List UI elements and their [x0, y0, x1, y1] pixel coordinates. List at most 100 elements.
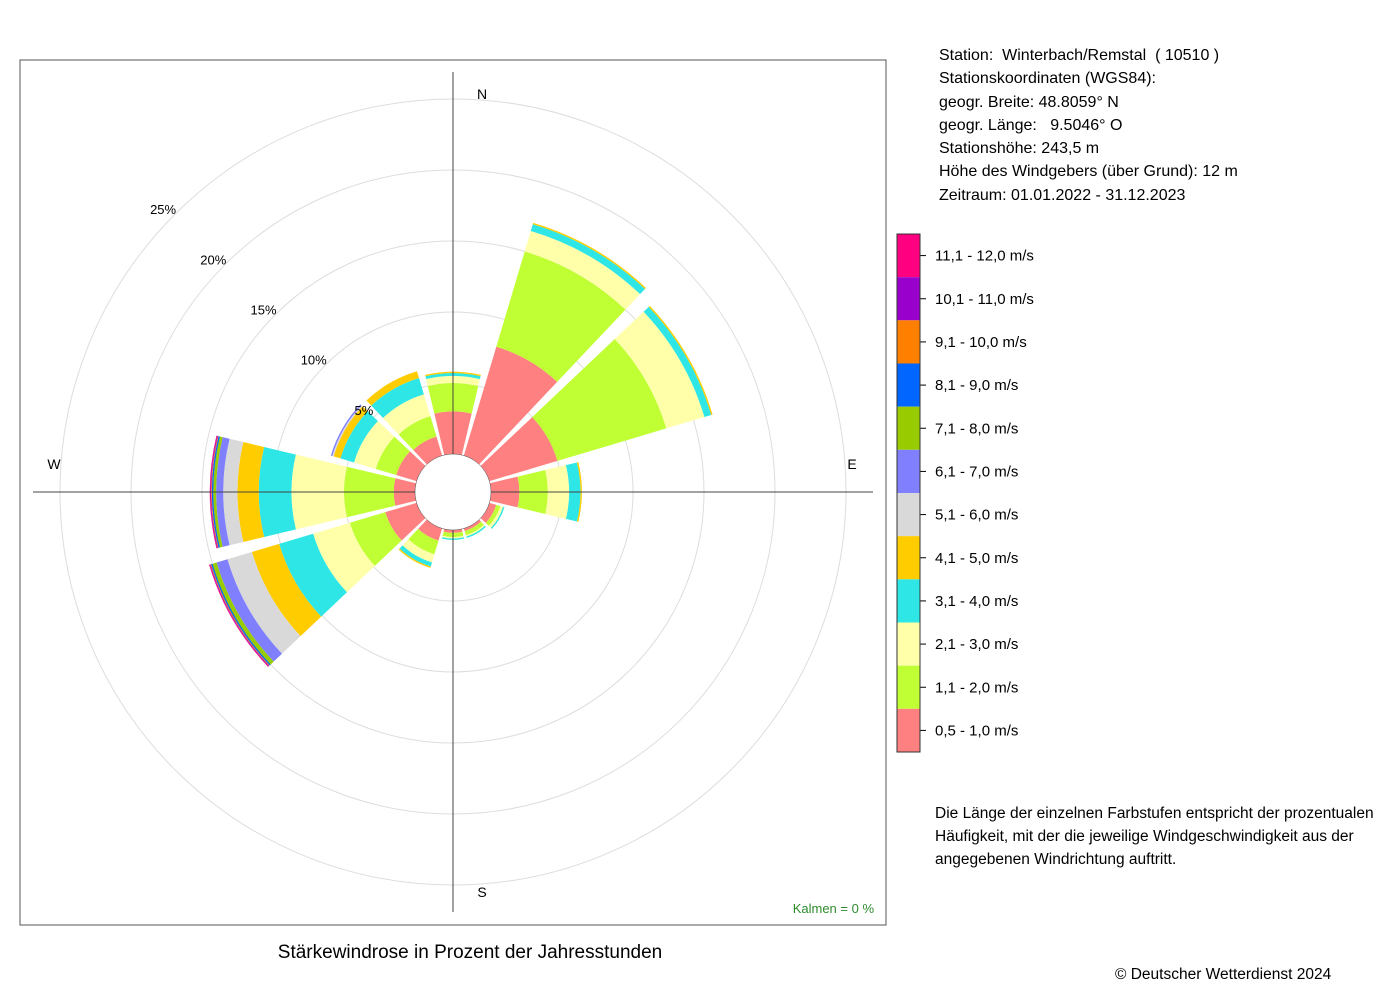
legend-swatch	[897, 622, 920, 666]
center-hole	[414, 453, 492, 531]
legend-label: 4,1 - 5,0 m/s	[935, 550, 1018, 567]
legend-swatch	[897, 320, 920, 364]
legend-swatch	[897, 234, 920, 278]
sector-segment	[402, 539, 435, 563]
sector-segment	[488, 506, 504, 528]
sector-segment	[643, 306, 712, 418]
legend-swatch	[897, 363, 920, 407]
sector-segment	[212, 562, 274, 665]
legend-swatch	[897, 665, 920, 709]
legend-swatch	[897, 493, 920, 537]
sector-segment	[209, 435, 218, 549]
sector-segment	[227, 551, 301, 654]
sector-segment	[340, 411, 378, 463]
ring-label: 10%	[301, 353, 327, 368]
legend-swatch	[897, 449, 920, 493]
station-name: Station: Winterbach/Remstal ( 10510 )	[939, 47, 1220, 64]
legend-label: 0,5 - 1,0 m/s	[935, 722, 1018, 739]
sector-segment	[480, 417, 558, 482]
sector-segment	[464, 521, 484, 536]
explanation-note: Die Länge der einzelnen Farbstufen entsp…	[935, 802, 1395, 871]
sector-segment	[251, 543, 322, 637]
sector-segment	[463, 519, 482, 532]
sector-segment	[396, 451, 426, 482]
legend-label: 8,1 - 9,0 m/s	[935, 377, 1018, 394]
station-elevation: Stationshöhe: 243,5 m	[939, 140, 1100, 158]
ring-label: 5%	[355, 403, 374, 418]
sector-segment	[466, 525, 486, 538]
sector-segment	[366, 371, 420, 406]
sector-segment	[490, 506, 505, 529]
sector-segment	[480, 502, 497, 523]
note-line: Die Länge der einzelnen Farbstufen entsp…	[935, 805, 1374, 822]
legend-swatch	[897, 536, 920, 580]
anemometer-height: Höhe des Windgebers (über Grund): 12 m	[939, 163, 1238, 181]
direction-north-label: N	[477, 86, 487, 102]
sector-segment	[576, 462, 582, 522]
sector-segment	[425, 371, 481, 377]
wind-rose-chart: 5% 10% 15% 20% 25% N E S W Kalmen = 0 %	[19, 59, 887, 926]
direction-east-label: E	[847, 456, 856, 472]
sector-segment	[385, 502, 426, 541]
legend-frame	[896, 233, 921, 753]
direction-west-label: W	[47, 456, 61, 472]
sector-segment	[353, 421, 395, 469]
sector-segment	[465, 524, 485, 537]
sector-segment	[398, 548, 431, 568]
legend-label: 9,1 - 10,0 m/s	[935, 334, 1027, 351]
ring-label: 15%	[251, 303, 277, 318]
ring-label: 20%	[200, 252, 226, 267]
sector-segment	[532, 339, 667, 461]
sector-segment	[614, 311, 705, 429]
sector-segment	[313, 522, 375, 593]
sector-segment	[371, 378, 424, 418]
sector-segment	[413, 436, 443, 465]
sector-segment	[425, 373, 481, 380]
sector-segment	[211, 436, 220, 548]
legend-label: 2,1 - 3,0 m/s	[935, 636, 1018, 653]
chart-title: Stärkewindrose in Prozent der Jahresstun…	[277, 942, 663, 963]
sector-segment	[485, 504, 501, 526]
legend-label: 6,1 - 7,0 m/s	[935, 463, 1018, 480]
sector-segment	[213, 436, 223, 548]
sector-segment	[382, 394, 431, 435]
legend-swatch	[897, 277, 920, 321]
sector-segment	[279, 533, 347, 617]
sector-segment	[530, 224, 645, 295]
copyright-notice: © Deutscher Wetterdienst 2024	[1115, 966, 1332, 983]
sector-segment	[524, 231, 641, 310]
sector-segment	[418, 519, 443, 541]
chart-frame	[19, 59, 887, 926]
sector-segment	[463, 346, 558, 465]
station-coordinates-heading: Stationskoordinaten (WGS84):	[939, 70, 1156, 88]
legend-swatch	[897, 708, 920, 752]
calm-percentage: Kalmen = 0 %	[793, 901, 875, 916]
sector-segment	[211, 435, 219, 549]
direction-south-label: S	[477, 884, 486, 900]
sector-segment	[399, 545, 433, 567]
legend-label: 1,1 - 2,0 m/s	[935, 679, 1018, 696]
note-line: Häufigkeit, mit der die jeweilige Windge…	[935, 828, 1354, 845]
legend-label: 7,1 - 8,0 m/s	[935, 420, 1018, 437]
sector-segment	[496, 251, 626, 382]
legend-label: 3,1 - 4,0 m/s	[935, 593, 1018, 610]
legend-swatch	[897, 406, 920, 450]
legend-label: 10,1 - 11,0 m/s	[935, 291, 1034, 308]
station-longitude: geogr. Länge: 9.5046° O	[939, 116, 1123, 134]
legend-swatch	[897, 579, 920, 623]
note-line: angegebenen Windrichtung auftritt.	[935, 851, 1177, 868]
legend-label: 11,1 - 12,0 m/s	[935, 248, 1034, 265]
legend-label: 5,1 - 6,0 m/s	[935, 507, 1018, 524]
ring-labels: 5% 10% 15% 20% 25%	[150, 202, 374, 418]
time-period: Zeitraum: 01.01.2022 - 31.12.2023	[939, 186, 1186, 204]
sector-segment	[349, 512, 402, 566]
ring-label: 25%	[150, 202, 176, 217]
sector-segment	[333, 406, 368, 459]
speed-legend: 11,1 - 12,0 m/s 10,1 - 11,0 m/s 9,1 - 10,0…	[896, 233, 1034, 753]
station-info: Station: Winterbach/Remstal ( 10510 ) St…	[939, 44, 1238, 207]
sector-segment	[210, 435, 218, 549]
sector-segment	[408, 528, 439, 555]
sector-segment	[375, 436, 410, 476]
sector-segment	[398, 416, 437, 450]
station-latitude: geogr. Breite: 48.8059° N	[939, 93, 1119, 111]
